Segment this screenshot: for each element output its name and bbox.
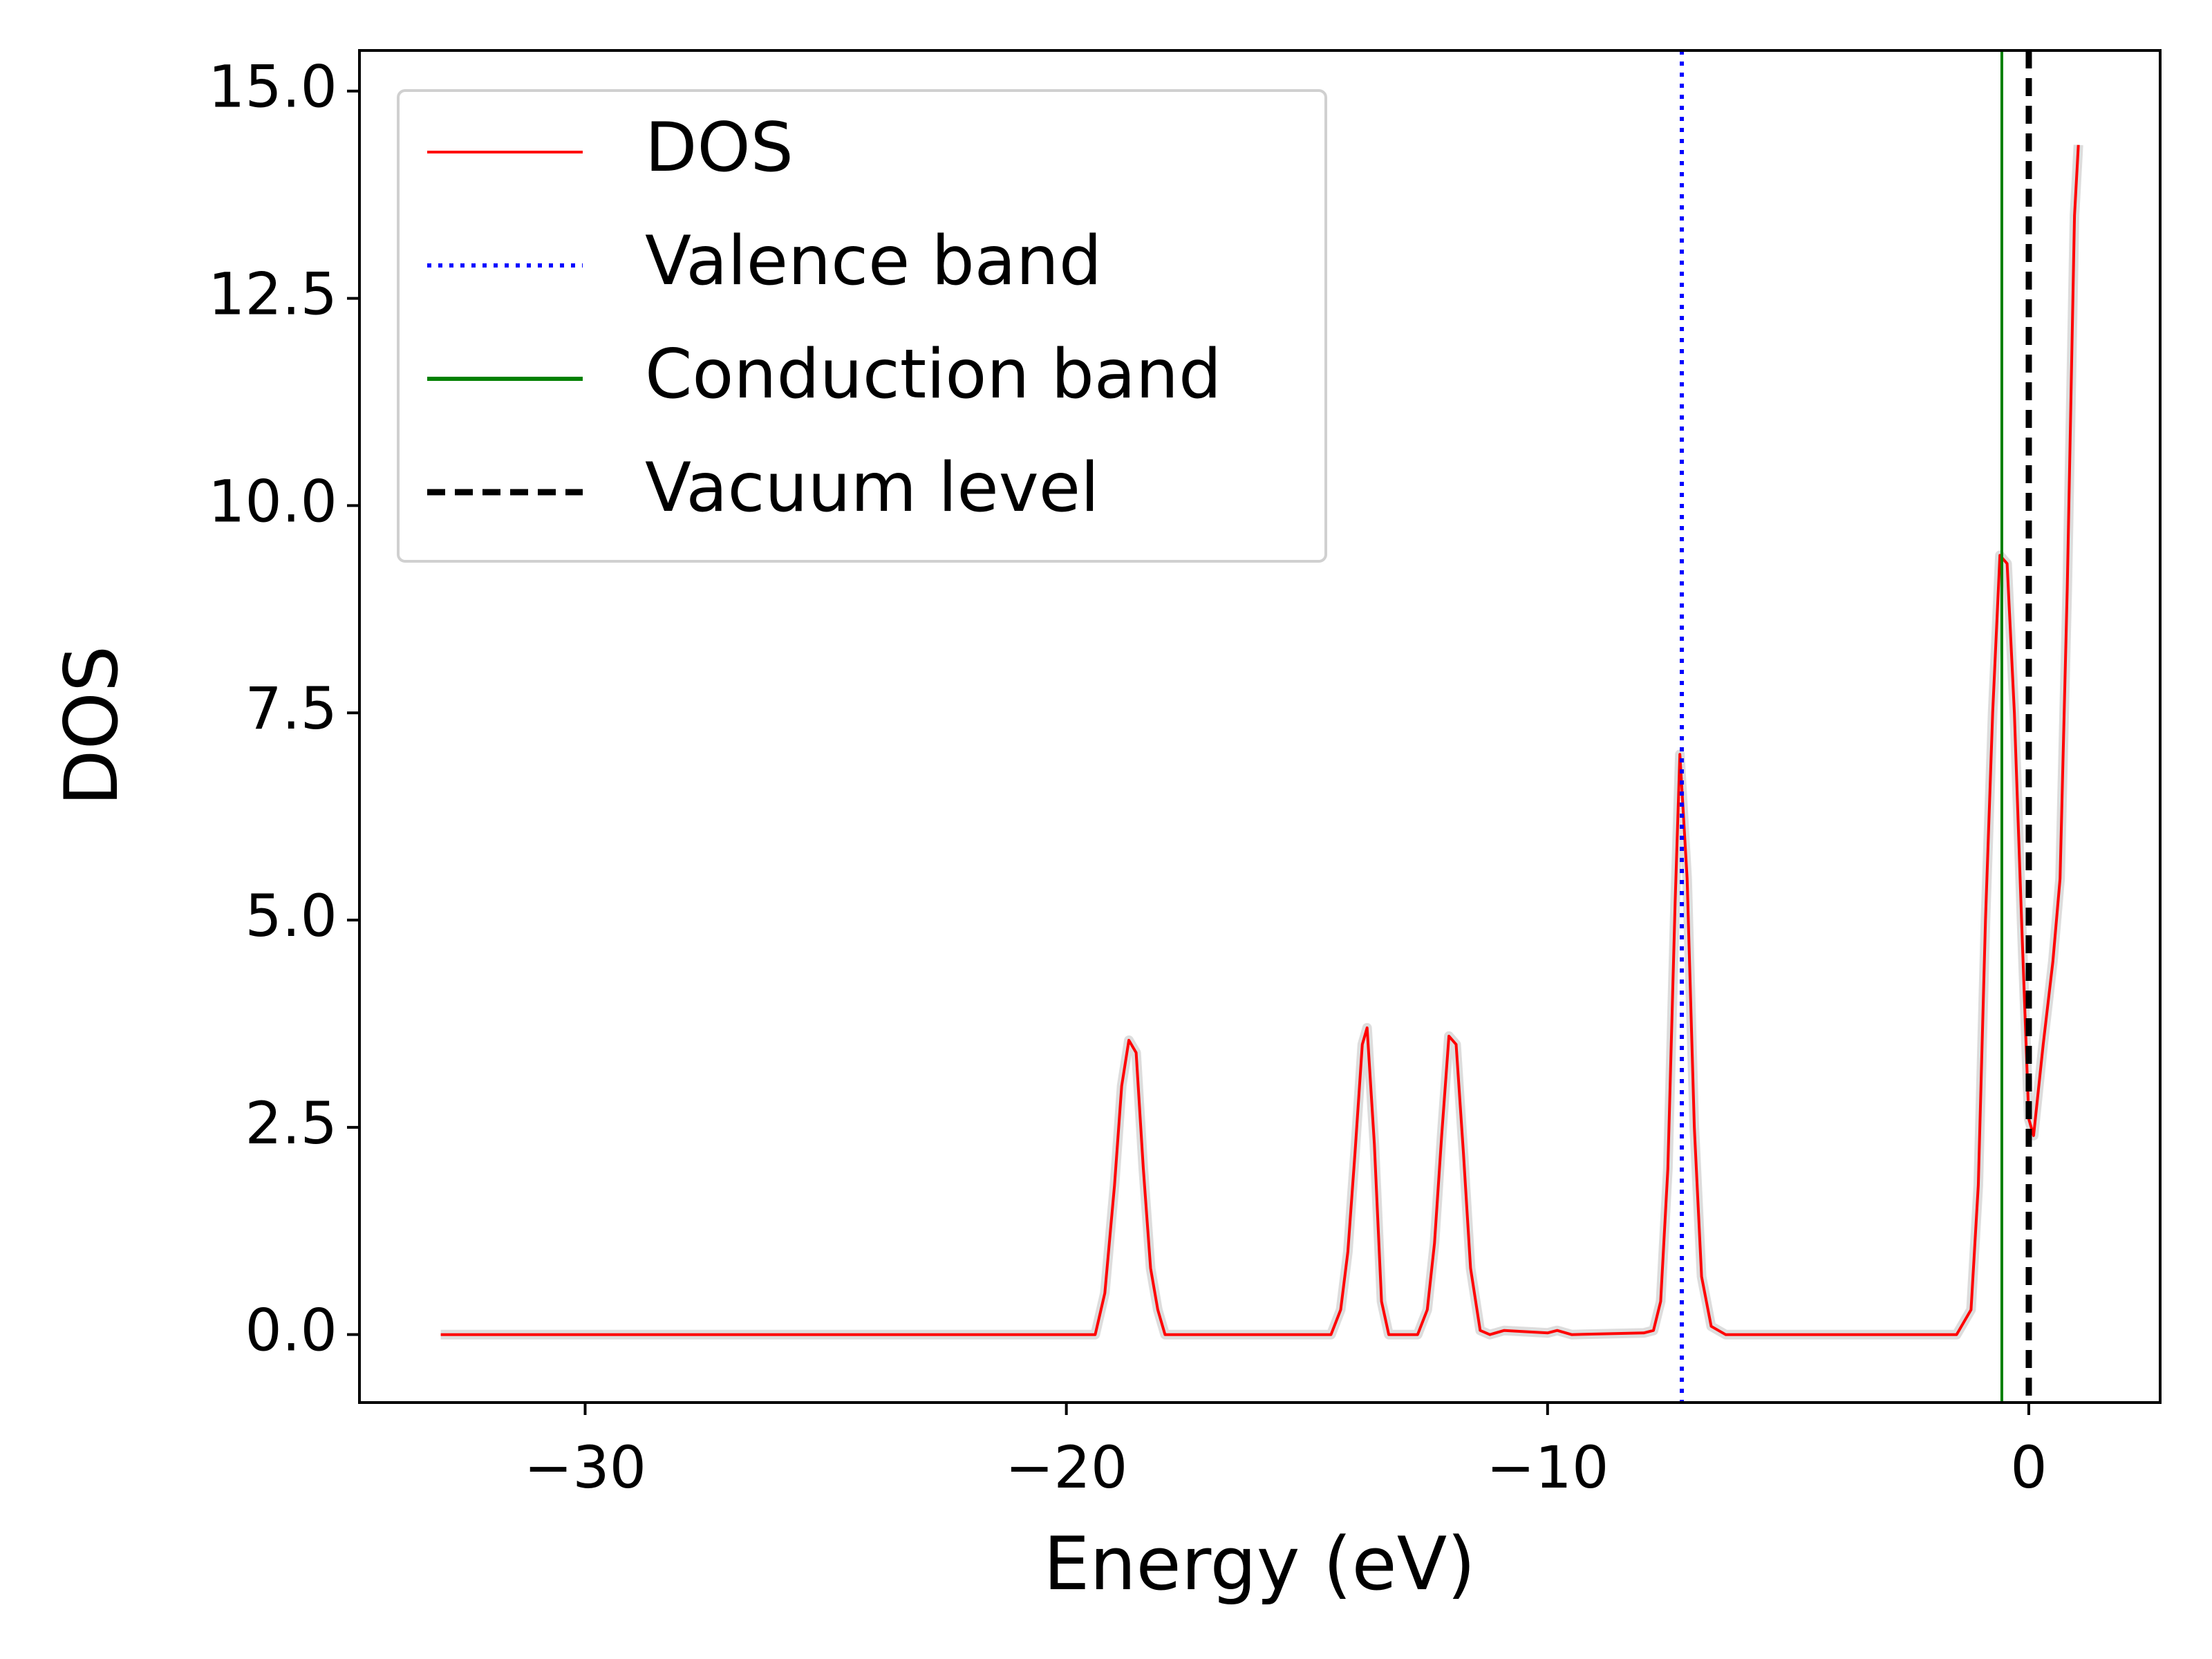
x-axis-label: Energy (eV) [1043, 1521, 1475, 1606]
y-tick-label: 7.5 [245, 675, 337, 742]
y-tick-label: 10.0 [208, 467, 337, 535]
legend-label: DOS [645, 109, 794, 187]
y-tick-label: 2.5 [245, 1089, 337, 1157]
x-tick-label: 0 [2010, 1434, 2047, 1501]
legend-label: Vacuum level [645, 449, 1099, 527]
legend-box [397, 89, 1327, 563]
plot-frame [358, 49, 2162, 1404]
legend-label: Valence band [645, 222, 1102, 301]
y-tick-label: 12.5 [208, 261, 337, 328]
y-axis-label: DOS [49, 646, 134, 806]
line [440, 144, 2080, 1336]
y-tick-label: 5.0 [245, 882, 337, 950]
x-tick-label: −20 [1005, 1434, 1127, 1501]
x-tick-label: −10 [1486, 1434, 1609, 1501]
x-tick-label: −30 [524, 1434, 646, 1501]
y-tick-label: 0.0 [245, 1297, 337, 1365]
y-tick-label: 15.0 [208, 53, 337, 121]
legend-label: Conduction band [645, 335, 1221, 414]
